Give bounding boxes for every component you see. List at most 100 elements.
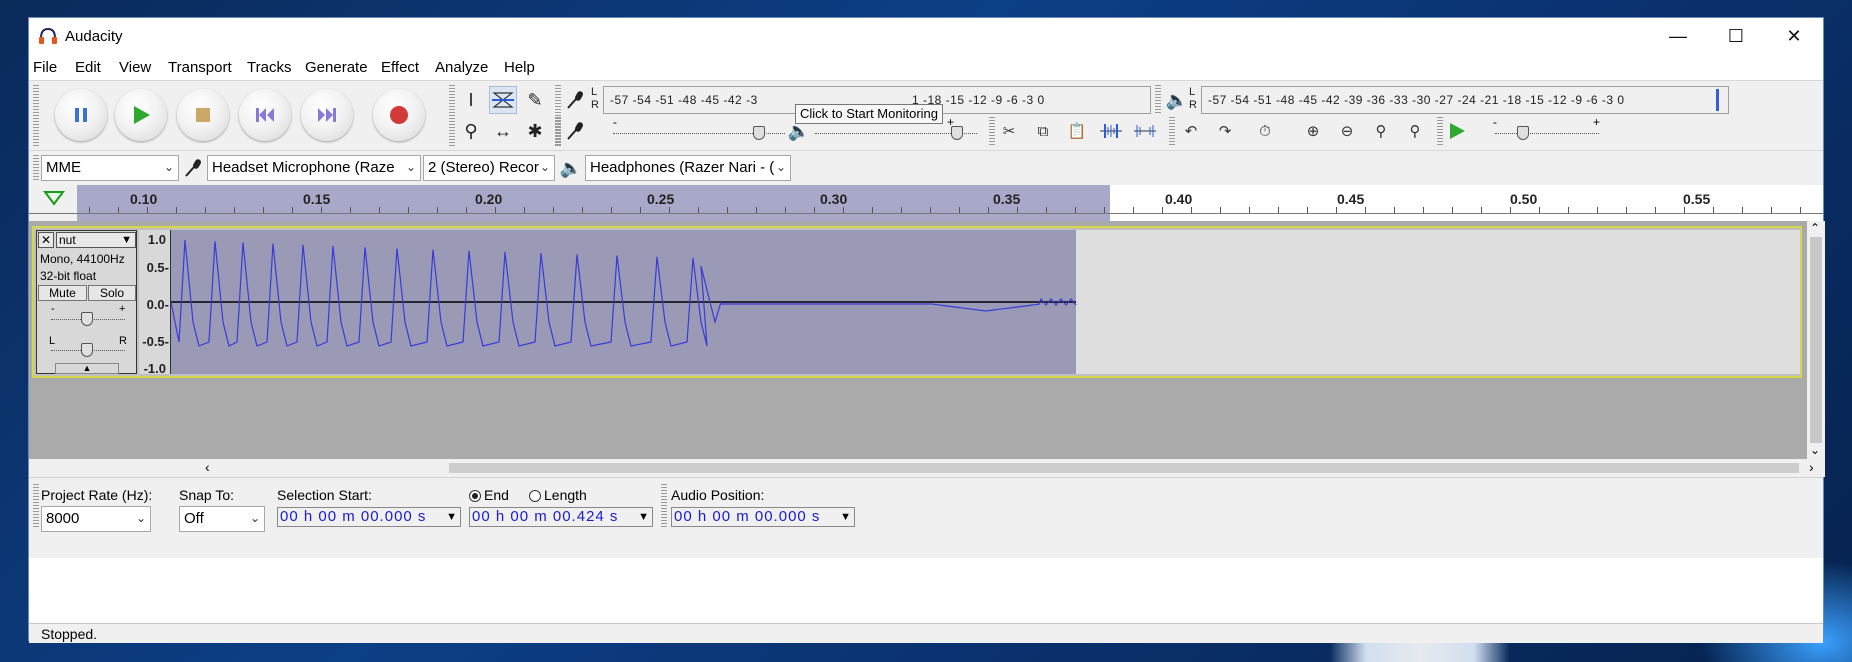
toolbar-grip[interactable] bbox=[1169, 117, 1175, 145]
menu-transport[interactable]: Transport bbox=[168, 59, 232, 76]
pan-slider-thumb[interactable] bbox=[81, 343, 93, 357]
toolbar-grip[interactable] bbox=[33, 85, 39, 147]
rec-volume-minus: - bbox=[613, 115, 617, 129]
collapse-track-icon[interactable]: ▲ bbox=[55, 363, 119, 374]
play-head-marker-icon[interactable] bbox=[43, 190, 65, 208]
length-radio[interactable]: Length bbox=[529, 487, 587, 503]
ruler-tick bbox=[1452, 207, 1453, 213]
play-speed-thumb[interactable] bbox=[1517, 126, 1529, 140]
play-button[interactable] bbox=[115, 89, 167, 141]
toolbar-grip[interactable] bbox=[989, 117, 995, 145]
playback-meter[interactable]: -57 -54 -51 -48 -45 -42 -39 -36 -33 -30 … bbox=[1201, 86, 1729, 114]
solo-button[interactable]: Solo bbox=[88, 285, 136, 301]
playback-volume-thumb[interactable] bbox=[951, 126, 963, 140]
pause-button[interactable] bbox=[55, 89, 107, 141]
toolbar-grip[interactable] bbox=[449, 85, 455, 147]
time-format-dropdown-icon[interactable]: ▼ bbox=[638, 511, 650, 523]
time-shift-tool-icon[interactable]: ↔ bbox=[494, 120, 512, 141]
stop-button[interactable] bbox=[177, 89, 229, 141]
scroll-left-icon[interactable]: ‹ bbox=[205, 459, 210, 475]
time-format-dropdown-icon[interactable]: ▼ bbox=[446, 511, 458, 523]
microphone-icon[interactable] bbox=[561, 86, 589, 114]
close-button[interactable]: ✕ bbox=[1786, 25, 1802, 46]
menu-analyze[interactable]: Analyze bbox=[435, 59, 489, 76]
skip-to-end-button[interactable] bbox=[301, 89, 353, 141]
horizontal-scrollbar[interactable]: ‹ › bbox=[29, 459, 1825, 477]
timeline-ruler[interactable]: 0.10 0.15 0.20 0.25 0.30 0.35 0.40 0.45 … bbox=[29, 185, 1823, 221]
maximize-button[interactable]: ☐ bbox=[1727, 25, 1745, 46]
toolbar-grip[interactable] bbox=[1155, 85, 1161, 113]
input-channels-select[interactable]: 2 (Stereo) Recor ⌄ bbox=[423, 155, 555, 181]
trim-icon[interactable] bbox=[1097, 117, 1125, 145]
end-radio[interactable]: End bbox=[469, 487, 509, 503]
multi-tool-icon[interactable]: ✱ bbox=[527, 120, 543, 141]
zoom-tool-icon[interactable]: ⚲ bbox=[464, 120, 478, 141]
meter-right-label: R bbox=[1189, 99, 1197, 111]
menu-edit[interactable]: Edit bbox=[75, 59, 101, 76]
toolbar-grip[interactable] bbox=[555, 117, 561, 145]
toolbar-grip[interactable] bbox=[661, 484, 667, 528]
selection-start-label: Selection Start: bbox=[277, 487, 372, 503]
output-device-select[interactable]: Headphones (Razer Nari - (⌄ bbox=[585, 155, 791, 181]
scroll-right-icon[interactable]: › bbox=[1809, 459, 1814, 475]
audio-track[interactable]: ✕ nut ▼ Mono, 44100Hz 32-bit float Mute … bbox=[32, 226, 1802, 378]
tracks-area[interactable]: ✕ nut ▼ Mono, 44100Hz 32-bit float Mute … bbox=[29, 221, 1807, 459]
fit-project-icon[interactable]: ⚲ bbox=[1409, 123, 1421, 140]
selection-tool-icon[interactable]: I bbox=[468, 89, 474, 110]
input-device-select[interactable]: Headset Microphone (Raze ⌄ bbox=[207, 155, 421, 181]
recording-volume-slider[interactable] bbox=[613, 133, 785, 135]
undo-icon[interactable]: ↶ bbox=[1184, 123, 1198, 140]
menu-help[interactable]: Help bbox=[504, 59, 535, 76]
audio-host-select[interactable]: MME ⌄ bbox=[41, 155, 179, 181]
menu-view[interactable]: View bbox=[119, 59, 152, 76]
project-rate-select[interactable]: 8000 ⌄ bbox=[41, 506, 151, 532]
speaker-icon[interactable]: 🔈 bbox=[1165, 89, 1189, 110]
selection-start-time[interactable]: 00 h 00 m 00.000 s ▼ bbox=[277, 507, 461, 527]
skip-to-start-button[interactable] bbox=[239, 89, 291, 141]
vertical-scroll-thumb[interactable] bbox=[1810, 237, 1822, 443]
redo-icon[interactable]: ↷ bbox=[1218, 123, 1232, 140]
menu-generate[interactable]: Generate bbox=[305, 59, 368, 76]
record-button[interactable] bbox=[373, 89, 425, 141]
menu-effect[interactable]: Effect bbox=[381, 59, 420, 76]
toolbar-grip[interactable] bbox=[33, 155, 39, 181]
draw-tool-icon[interactable]: ✎ bbox=[527, 89, 543, 110]
menu-file[interactable]: File bbox=[33, 59, 58, 76]
length-radio-dot[interactable] bbox=[529, 490, 541, 502]
waveform-area[interactable] bbox=[171, 230, 1800, 374]
snap-to-select[interactable]: Off ⌄ bbox=[179, 506, 265, 532]
zoom-in-icon[interactable]: ⊕ bbox=[1306, 123, 1320, 140]
scroll-down-icon[interactable]: ⌄ bbox=[1810, 443, 1821, 457]
horizontal-scroll-thumb[interactable] bbox=[449, 463, 1799, 473]
play-speed-slider[interactable] bbox=[1495, 133, 1599, 135]
toolbar-grip[interactable] bbox=[1437, 117, 1443, 145]
time-format-dropdown-icon[interactable]: ▼ bbox=[840, 511, 852, 523]
selection-end-time[interactable]: 00 h 00 m 00.424 s ▼ bbox=[469, 507, 653, 527]
playback-volume-slider[interactable] bbox=[815, 133, 977, 135]
copy-icon[interactable]: ⧉ bbox=[1037, 122, 1049, 140]
toolbar-grip[interactable] bbox=[33, 484, 39, 528]
audio-position-time[interactable]: 00 h 00 m 00.000 s ▼ bbox=[671, 507, 855, 527]
paste-icon[interactable]: 📋 bbox=[1067, 123, 1087, 140]
play-at-speed-icon[interactable] bbox=[1443, 117, 1471, 145]
menu-tracks[interactable]: Tracks bbox=[247, 59, 292, 76]
ruler-tick bbox=[205, 207, 206, 213]
track-close-icon[interactable]: ✕ bbox=[38, 232, 54, 248]
track-name-menu[interactable]: nut ▼ bbox=[56, 232, 136, 248]
mute-button[interactable]: Mute bbox=[38, 285, 87, 301]
skip-start-icon bbox=[256, 108, 274, 122]
sync-lock-icon[interactable]: ⏱ bbox=[1259, 122, 1271, 140]
minimize-button[interactable]: — bbox=[1669, 25, 1687, 46]
zoom-out-icon[interactable]: ⊖ bbox=[1340, 123, 1354, 140]
vertical-scrollbar[interactable]: ⌃ ⌄ bbox=[1807, 221, 1825, 459]
envelope-tool-icon[interactable] bbox=[489, 86, 517, 114]
meter-left-label: L bbox=[591, 86, 598, 98]
toolbar-grip[interactable] bbox=[555, 85, 561, 147]
cut-icon[interactable]: ✂ bbox=[1002, 123, 1016, 140]
end-radio-dot[interactable] bbox=[469, 490, 481, 502]
recording-volume-thumb[interactable] bbox=[753, 126, 765, 140]
fit-selection-icon[interactable]: ⚲ bbox=[1375, 123, 1387, 140]
silence-icon[interactable] bbox=[1131, 117, 1159, 145]
gain-slider-thumb[interactable] bbox=[81, 312, 93, 326]
scroll-up-icon[interactable]: ⌃ bbox=[1810, 221, 1821, 235]
